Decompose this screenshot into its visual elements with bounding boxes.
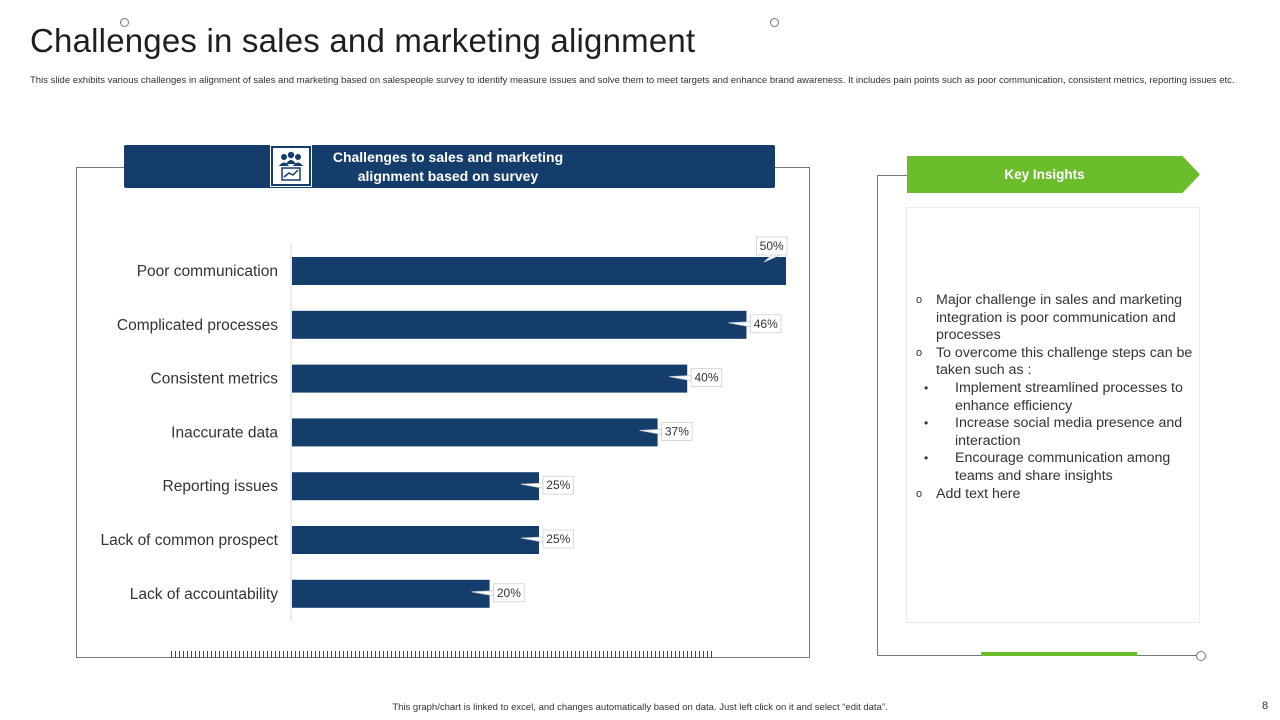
chart-header-line1: Challenges to sales and marketing bbox=[332, 149, 564, 165]
callout-box bbox=[750, 314, 782, 334]
team-chart-icon bbox=[270, 145, 312, 187]
data-label-text: 25% bbox=[546, 478, 570, 492]
page-number: 8 bbox=[1262, 700, 1269, 712]
callout-box bbox=[542, 475, 575, 495]
insight-item: o Major challenge in sales and marketing … bbox=[916, 292, 1196, 345]
bar[interactable] bbox=[292, 364, 688, 393]
category-label: Poor communication bbox=[137, 263, 278, 280]
data-label: 37% bbox=[639, 421, 693, 441]
callout-box bbox=[756, 236, 788, 256]
data-label: 46% bbox=[728, 314, 782, 334]
bar[interactable] bbox=[292, 526, 539, 554]
data-label-text: 25% bbox=[546, 532, 570, 546]
insight-subitem: • Increase social media presence and inte… bbox=[916, 415, 1196, 450]
insight-subitem: • Encourage communication among teams and… bbox=[916, 450, 1196, 485]
data-label: 25% bbox=[520, 529, 575, 549]
category-label: Lack of common prospect bbox=[101, 532, 279, 549]
chart-header-line2: alignment based on survey bbox=[357, 168, 539, 184]
key-insights-tab: Key Insights bbox=[907, 156, 1200, 193]
insight-text: Encourage communication among teams and … bbox=[955, 450, 1171, 484]
data-label: 40% bbox=[669, 368, 723, 388]
callout-box bbox=[690, 368, 723, 388]
insight-text: To overcome this challenge steps can be … bbox=[936, 344, 1193, 379]
header-right-dot bbox=[770, 18, 779, 27]
callout-box bbox=[661, 421, 693, 441]
insight-item: o Add text here bbox=[916, 486, 1196, 504]
data-label-text: 46% bbox=[754, 317, 778, 331]
bullet-circle-icon: o bbox=[916, 487, 923, 500]
insight-item: o To overcome this challenge steps can be… bbox=[916, 345, 1196, 380]
callout-box bbox=[493, 583, 525, 603]
insights-box bbox=[906, 207, 1200, 623]
bar[interactable] bbox=[292, 310, 747, 339]
bullet-circle-icon: o bbox=[916, 346, 923, 359]
bullet-dot-icon: • bbox=[924, 416, 929, 431]
insight-text: Major challenge in sales and marketing i… bbox=[936, 292, 1183, 344]
category-label: Consistent metrics bbox=[151, 371, 279, 388]
data-label: 20% bbox=[471, 583, 525, 603]
bar[interactable] bbox=[292, 472, 539, 501]
category-label: Complicated processes bbox=[117, 317, 278, 334]
insights-end-dot bbox=[1196, 651, 1206, 661]
data-label-text: 20% bbox=[497, 586, 521, 600]
bar[interactable] bbox=[292, 579, 490, 608]
bullet-dot-icon: • bbox=[924, 451, 929, 466]
insight-text: Implement streamlined processes to enhan… bbox=[955, 379, 1183, 414]
data-label: 50% bbox=[756, 236, 788, 263]
data-label-text: 40% bbox=[694, 371, 718, 385]
category-label: Inaccurate data bbox=[171, 424, 278, 441]
page-title: Challenges in sales and marketing alignm… bbox=[30, 22, 696, 59]
callout-tail bbox=[763, 254, 781, 263]
page-subtitle: This slide exhibits various challenges i… bbox=[30, 75, 1235, 86]
data-label-text: 37% bbox=[665, 424, 689, 438]
category-label: Reporting issues bbox=[163, 478, 279, 495]
bar[interactable] bbox=[292, 257, 786, 285]
bar[interactable] bbox=[292, 418, 658, 447]
bullet-circle-icon: o bbox=[916, 294, 923, 306]
footer-note: This graph/chart is linked to excel, and… bbox=[392, 702, 888, 713]
insights-accent-bar bbox=[981, 652, 1137, 656]
data-label-text: 50% bbox=[760, 239, 784, 253]
category-label: Lack of accountability bbox=[130, 586, 278, 603]
bullet-dot-icon: • bbox=[924, 380, 929, 395]
chart-header bbox=[124, 145, 775, 188]
insight-text: Increase social media presence and inter… bbox=[955, 415, 1183, 449]
insights-list: o Major challenge in sales and marketing … bbox=[916, 292, 1196, 503]
chart-header-title: Challenges to sales and marketing alignm… bbox=[318, 148, 578, 186]
insight-subitem: • Implement streamlined processes to enha… bbox=[916, 380, 1196, 415]
chart-tick-strip bbox=[171, 651, 714, 658]
header-left-dot bbox=[120, 18, 129, 27]
data-label: 25% bbox=[520, 475, 575, 495]
insight-text: Add text here bbox=[936, 485, 1021, 502]
callout-box bbox=[542, 529, 575, 549]
